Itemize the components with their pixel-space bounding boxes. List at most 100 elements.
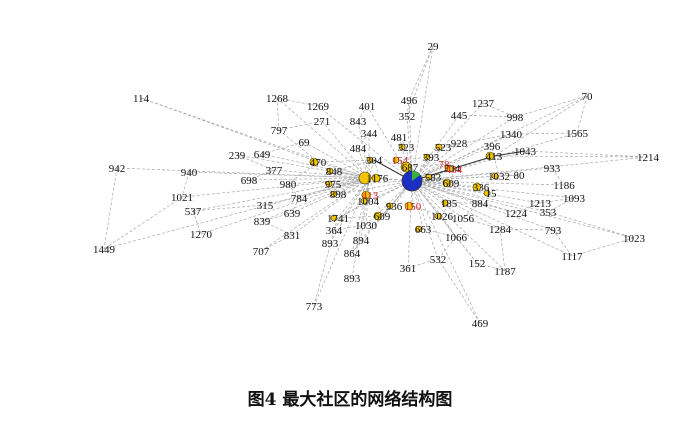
node-894[interactable]: 894	[353, 235, 370, 247]
node-532[interactable]: 532	[430, 254, 447, 266]
node-933[interactable]: 933	[544, 163, 561, 175]
node-793[interactable]: 793	[545, 225, 562, 237]
node-1224[interactable]: 1224	[505, 208, 528, 220]
node-583[interactable]: 583	[425, 172, 442, 184]
node-401[interactable]: 401	[359, 101, 376, 113]
node-537[interactable]: 537	[185, 206, 202, 218]
node-1093[interactable]: 1093	[563, 193, 586, 205]
node-29[interactable]: 29	[428, 41, 440, 53]
node-323[interactable]: 323	[398, 142, 415, 154]
node-773[interactable]: 773	[306, 301, 323, 313]
node-928[interactable]: 928	[451, 138, 468, 150]
node-1214[interactable]: 1214	[637, 152, 660, 164]
node-364[interactable]: 364	[326, 225, 343, 237]
node-1021[interactable]: 1021	[171, 192, 193, 204]
node-176[interactable]: 176	[371, 173, 389, 185]
node-831[interactable]: 831	[284, 230, 301, 242]
node-1237[interactable]: 1237	[472, 98, 495, 110]
node-hub[interactable]	[401, 170, 423, 192]
node-470[interactable]: 470	[309, 157, 327, 169]
node-848[interactable]: 848	[326, 166, 343, 178]
node-396[interactable]: 396	[484, 141, 501, 153]
node-1026[interactable]: 1026	[431, 211, 454, 223]
node-784[interactable]: 784	[291, 193, 308, 205]
node-998[interactable]: 998	[507, 112, 524, 124]
node-413[interactable]: 413	[485, 151, 503, 163]
node-649[interactable]: 649	[254, 149, 271, 161]
node-698[interactable]: 698	[241, 175, 258, 187]
node-1056[interactable]: 1056	[452, 213, 475, 225]
node-1186[interactable]: 1186	[553, 180, 575, 192]
node-1066[interactable]: 1066	[445, 232, 468, 244]
node-1032[interactable]: 1032	[488, 171, 510, 183]
node-893b[interactable]: 893	[344, 273, 361, 285]
node-271[interactable]: 271	[314, 116, 331, 128]
node-980[interactable]: 980	[280, 179, 297, 191]
node-1449[interactable]: 1449	[93, 244, 116, 256]
edge-639-839	[261, 212, 293, 222]
node-609[interactable]: 609	[442, 178, 460, 190]
node-150[interactable]: 150	[404, 201, 422, 213]
node-469[interactable]: 469	[472, 318, 489, 330]
node-114[interactable]: 114	[133, 93, 150, 105]
node-15[interactable]: 15	[483, 188, 497, 200]
node-304[interactable]: 304	[366, 155, 383, 167]
node-353[interactable]: 353	[540, 207, 557, 219]
node-1340[interactable]: 1340	[500, 129, 523, 141]
node-639[interactable]: 639	[284, 208, 301, 220]
node-1213[interactable]: 1213	[529, 198, 552, 210]
node-707[interactable]: 707	[253, 246, 270, 258]
node-393[interactable]: 393	[423, 152, 440, 164]
node-936[interactable]: 936	[386, 201, 403, 213]
node-839[interactable]: 839	[254, 216, 271, 228]
node-1741[interactable]: 1741	[327, 213, 349, 225]
node-152[interactable]: 152	[469, 258, 486, 270]
edge-1268-797	[276, 97, 280, 131]
node-609b[interactable]: 609	[373, 211, 391, 223]
node-315[interactable]: 315	[257, 200, 274, 212]
node-1565[interactable]: 1565	[566, 128, 589, 140]
node-239[interactable]: 239	[229, 150, 246, 162]
node-1117[interactable]: 1117	[561, 251, 583, 263]
node-1270[interactable]: 1270	[190, 229, 213, 241]
node-1023[interactable]: 1023	[623, 233, 646, 245]
node-70[interactable]: 70	[582, 91, 594, 103]
node-940[interactable]: 940	[181, 167, 198, 179]
node-78[interactable]: 78	[439, 159, 451, 171]
node-663[interactable]: 663	[415, 224, 432, 236]
node-1[interactable]: 1	[358, 171, 372, 185]
node-864[interactable]: 864	[344, 248, 361, 260]
node-69[interactable]: 69	[299, 137, 311, 149]
node-361[interactable]: 361	[400, 263, 417, 275]
node-377[interactable]: 377	[266, 165, 283, 177]
node-185[interactable]: 185	[441, 198, 458, 210]
node-344[interactable]: 344	[361, 128, 378, 140]
node-80[interactable]: 80	[514, 170, 526, 182]
node-1268[interactable]: 1268	[266, 93, 289, 105]
node-797[interactable]: 797	[271, 125, 288, 137]
node-1030[interactable]: 1030	[355, 220, 378, 232]
node-352[interactable]: 352	[399, 111, 416, 123]
node-1269[interactable]: 1269	[307, 101, 330, 113]
node-label-1565: 1565	[566, 128, 589, 140]
node-975[interactable]: 975	[325, 179, 342, 191]
node-434[interactable]: 434	[446, 164, 463, 176]
node-481[interactable]: 481	[391, 132, 408, 144]
node-1043[interactable]: 1043	[514, 146, 537, 158]
node-484[interactable]: 484	[350, 143, 367, 155]
edge-1340-hub	[411, 133, 512, 182]
node-1284[interactable]: 1284	[489, 224, 512, 236]
node-942[interactable]: 942	[109, 163, 126, 175]
edge-469-hub	[411, 180, 481, 324]
node-445[interactable]: 445	[451, 110, 468, 122]
edge-1186-hub	[411, 180, 565, 186]
node-898[interactable]: 898	[330, 189, 347, 201]
node-893[interactable]: 893	[322, 238, 339, 250]
node-843[interactable]: 843	[350, 116, 367, 128]
node-496[interactable]: 496	[401, 95, 418, 107]
node-1187[interactable]: 1187	[494, 266, 516, 278]
node-hub-accent	[412, 171, 420, 181]
node-884[interactable]: 884	[472, 198, 489, 210]
node-523[interactable]: 523	[435, 142, 452, 154]
node-1004[interactable]: 1004	[357, 196, 380, 208]
